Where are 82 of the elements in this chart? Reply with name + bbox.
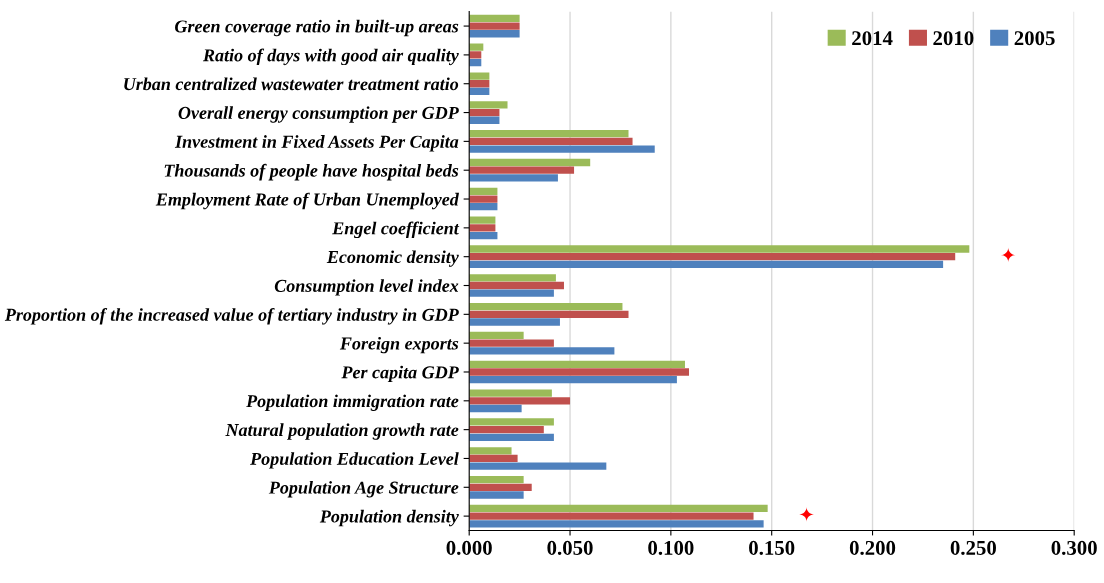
bar: [469, 274, 556, 282]
bar: [469, 447, 512, 455]
bar: [469, 491, 524, 499]
x-tick-label: 0.300: [1051, 540, 1097, 555]
bar: [469, 339, 554, 347]
y-tick-label: Ratio of days with good air quality: [202, 48, 459, 66]
bar: [469, 418, 554, 426]
y-tick-label: Natural population growth rate: [225, 423, 459, 440]
y-tick-label: Population density: [319, 509, 459, 527]
bar: [469, 289, 554, 297]
bar: [469, 425, 544, 434]
bar: [469, 462, 607, 470]
bar: [469, 187, 498, 195]
bar: [469, 30, 520, 38]
bar: [469, 174, 558, 182]
bar: [469, 512, 754, 520]
bar: [469, 51, 482, 59]
bar: [469, 130, 629, 138]
bar: [469, 101, 508, 109]
y-tick-label: Green coverage ratio in built-up areas: [175, 19, 459, 37]
bar: [469, 224, 496, 232]
y-tick-label: Per capita GDP: [341, 365, 459, 383]
bar: [469, 303, 623, 311]
bar: [469, 368, 690, 376]
bar: [469, 475, 524, 484]
y-tick-label: Investment in Fixed Assets Per Capita: [174, 135, 459, 152]
y-tick-label: Consumption level index: [274, 279, 459, 296]
y-tick-label: Economic density: [326, 250, 459, 267]
x-tick-label: 0.150: [749, 540, 795, 555]
bar: [469, 520, 764, 528]
y-tick-label: Engel coefficient: [332, 221, 460, 239]
bar: [469, 203, 498, 211]
legend-label: 2010: [933, 31, 974, 46]
bar: [469, 14, 520, 23]
bar: [469, 80, 490, 88]
bar: [469, 404, 522, 413]
bar: [469, 22, 520, 30]
bar: [469, 195, 498, 203]
bar: [469, 281, 564, 290]
bar: [469, 166, 575, 174]
bar: [469, 231, 498, 240]
x-tick-label: 0.100: [648, 540, 694, 555]
bar: [469, 72, 490, 80]
y-tick-label: Overall energy consumption per GDP: [178, 106, 459, 123]
bar: [469, 433, 554, 441]
y-tick-label: Urban centralized wastewater treatment ratio: [124, 77, 459, 91]
bar: [469, 116, 500, 124]
bar: [469, 360, 685, 368]
bar: [469, 87, 490, 96]
bar: [469, 318, 560, 326]
bar: [469, 310, 629, 318]
y-tick-label: Proportion of the increased value of tertiary industry in GDP: [4, 307, 459, 325]
x-tick-label: 0.200: [849, 540, 896, 555]
y-tick-label: Population Age Structure: [268, 481, 459, 498]
bar: [469, 260, 944, 269]
y-tick-label: Thousands of people have hospital beds: [164, 163, 459, 181]
x-tick-label: 0.050: [547, 540, 593, 555]
legend-label: 2014: [852, 31, 893, 46]
bar: [469, 389, 552, 397]
bar: [469, 145, 655, 153]
bar: [469, 137, 633, 146]
y-tick-label: Employment Rate of Urban Unemployed: [155, 192, 459, 210]
bar: [469, 504, 768, 513]
y-tick-label: Population immigration rate: [246, 394, 459, 411]
bar: [469, 331, 524, 340]
legend-label: 2005: [1014, 31, 1055, 46]
y-tick-label: Foreign exports: [339, 336, 459, 354]
bar: [469, 397, 571, 405]
bar: [469, 216, 496, 224]
bar: [469, 483, 532, 491]
bar: [469, 108, 500, 117]
annotation: ✦: [799, 507, 814, 522]
bar: [469, 253, 956, 261]
bar: [469, 347, 615, 355]
y-tick-label: Population Education Level: [250, 452, 459, 469]
bar: [469, 376, 677, 384]
x-tick-label: 0.000: [446, 540, 492, 555]
x-tick-label: 0.250: [950, 540, 996, 555]
bar: [469, 245, 970, 253]
bar: [469, 158, 591, 167]
bar: [469, 454, 518, 463]
annotation: ✦: [1000, 247, 1016, 263]
